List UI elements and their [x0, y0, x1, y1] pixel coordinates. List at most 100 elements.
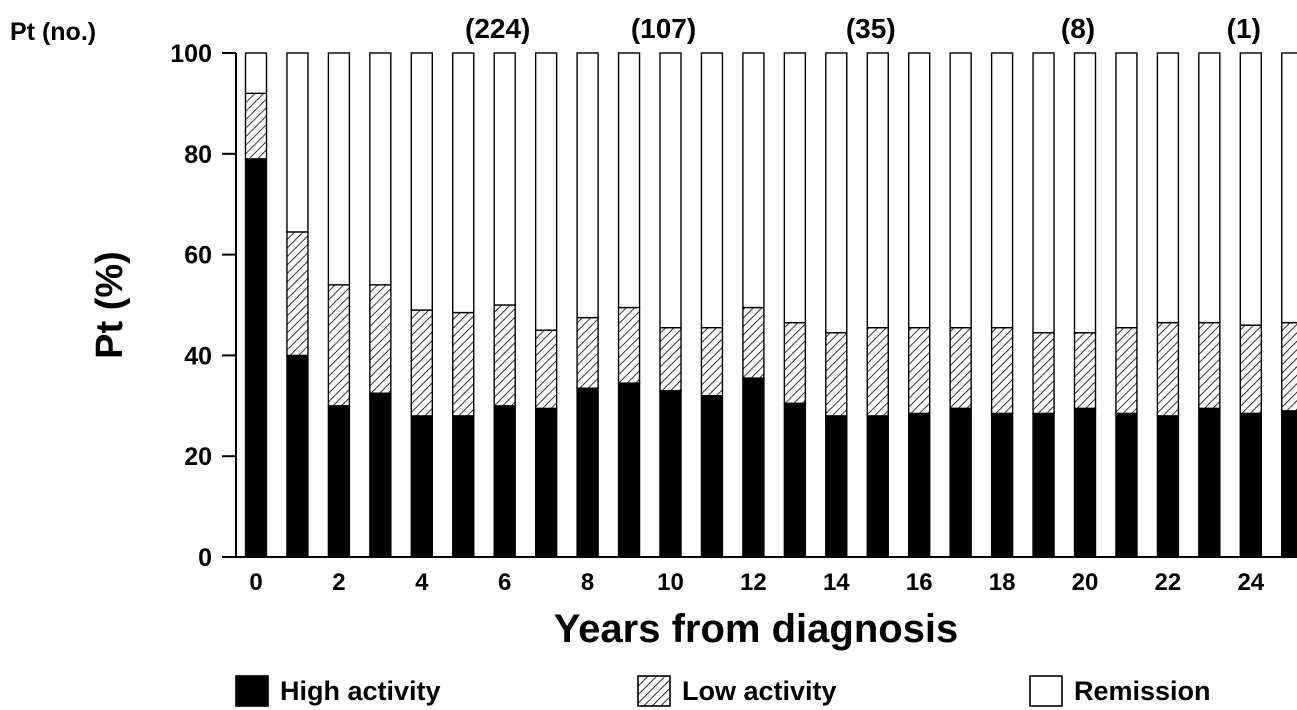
bar-segment [244, 158, 268, 558]
bar-segment [659, 389, 682, 558]
bar-segment [617, 52, 641, 309]
x-tick-label: 24 [1237, 569, 1264, 596]
bar-segment [534, 407, 558, 558]
patient-count-label: (8) [1061, 13, 1095, 44]
bar-segment [1073, 332, 1097, 410]
y-tick-label: 40 [184, 342, 212, 370]
bar-segment [286, 354, 309, 558]
bar-segment [825, 415, 848, 558]
bar-segment [825, 332, 848, 417]
bar-segment [452, 311, 475, 417]
x-tick-label: 8 [581, 569, 594, 596]
bar-segment [1281, 321, 1297, 412]
legend-label: Low activity [682, 676, 837, 706]
bar-segment [1239, 52, 1263, 326]
bar-segment [1073, 52, 1097, 334]
bar-segment [617, 382, 641, 558]
bar-segment [742, 377, 765, 558]
bar-segment [1239, 324, 1263, 415]
y-tick-label: 100 [170, 40, 212, 68]
y-tick-label: 0 [198, 544, 212, 572]
bar-segment [244, 52, 268, 95]
bar-segment [534, 52, 558, 331]
bar-segment [1156, 321, 1180, 417]
bar-segment [1198, 52, 1221, 324]
x-tick-label: 2 [332, 569, 345, 596]
axes-group [222, 52, 1297, 558]
patient-count-header: Pt (no.) [10, 18, 96, 46]
bar-segment [1115, 412, 1138, 558]
x-tick-label: 14 [823, 569, 850, 596]
bar-segment [244, 92, 268, 160]
bar-segment [1239, 412, 1263, 558]
x-tick-label: 6 [498, 569, 511, 596]
patient-count-label: (1) [1227, 13, 1261, 44]
bar-segment [700, 52, 724, 329]
bar-segment [742, 52, 765, 309]
bar-segment [659, 52, 682, 329]
bar-segment [783, 321, 807, 404]
bar-segment [908, 326, 931, 415]
bar-segment [617, 306, 641, 384]
x-tick-label: 0 [249, 569, 262, 596]
bar-segment [327, 405, 351, 558]
bar-segment [576, 316, 599, 389]
bar-segment [327, 284, 351, 407]
x-tick-label: 10 [657, 569, 684, 596]
x-tick-label: 22 [1155, 569, 1182, 596]
bar-segment [949, 407, 972, 558]
bar-segment [1032, 332, 1055, 415]
bar-segment [576, 387, 599, 558]
bar-segment [1281, 52, 1297, 324]
bar-segment [1156, 52, 1180, 324]
bar-segment [783, 402, 807, 558]
bar-segment [866, 52, 889, 329]
y-tick-label: 60 [184, 242, 212, 270]
bar-segment [286, 52, 309, 233]
bar-segment [493, 304, 516, 407]
bar-segment [866, 326, 889, 417]
bar-segment [1115, 52, 1138, 329]
bar-segment [990, 52, 1014, 329]
bar-segment [534, 329, 558, 410]
x-tick-label: 18 [989, 569, 1016, 596]
legend-label: High activity [280, 676, 441, 706]
bar-segment [990, 412, 1014, 558]
bar-segment [410, 309, 433, 417]
x-tick-label: 12 [740, 569, 767, 596]
patient-count-label: (35) [846, 13, 896, 44]
bar-segment [1156, 415, 1180, 558]
bar-segment [659, 326, 682, 392]
patient-count-label: (224) [465, 13, 530, 44]
bar-segment [369, 392, 392, 558]
bar-segment [1073, 407, 1097, 558]
bar-segment [493, 405, 516, 558]
bar-segment [1198, 321, 1221, 410]
bar-segment [742, 306, 765, 379]
x-tick-label: 20 [1072, 569, 1099, 596]
x-tick-label: 16 [906, 569, 933, 596]
y-tick-label: 20 [184, 443, 212, 471]
bar-segment [410, 415, 433, 558]
y-axis-title: Pt (%) [89, 251, 131, 359]
bar-segment [369, 284, 392, 394]
bar-segment [783, 52, 807, 324]
legend-swatch [637, 675, 671, 707]
bar-segment [1032, 412, 1055, 558]
bar-segment [576, 52, 599, 319]
x-axis-title: Years from diagnosis [554, 607, 959, 651]
legend-swatch [235, 675, 269, 707]
bar-segment [990, 326, 1014, 415]
bars-group [244, 52, 1297, 558]
bar-segment [1281, 410, 1297, 558]
x-tick-label: 4 [415, 569, 429, 596]
patient-count-label: (107) [631, 13, 696, 44]
bar-segment [452, 52, 475, 314]
bar-segment [286, 231, 309, 357]
bar-segment [949, 326, 972, 410]
bar-segment [452, 415, 475, 558]
bar-segment [327, 52, 351, 286]
